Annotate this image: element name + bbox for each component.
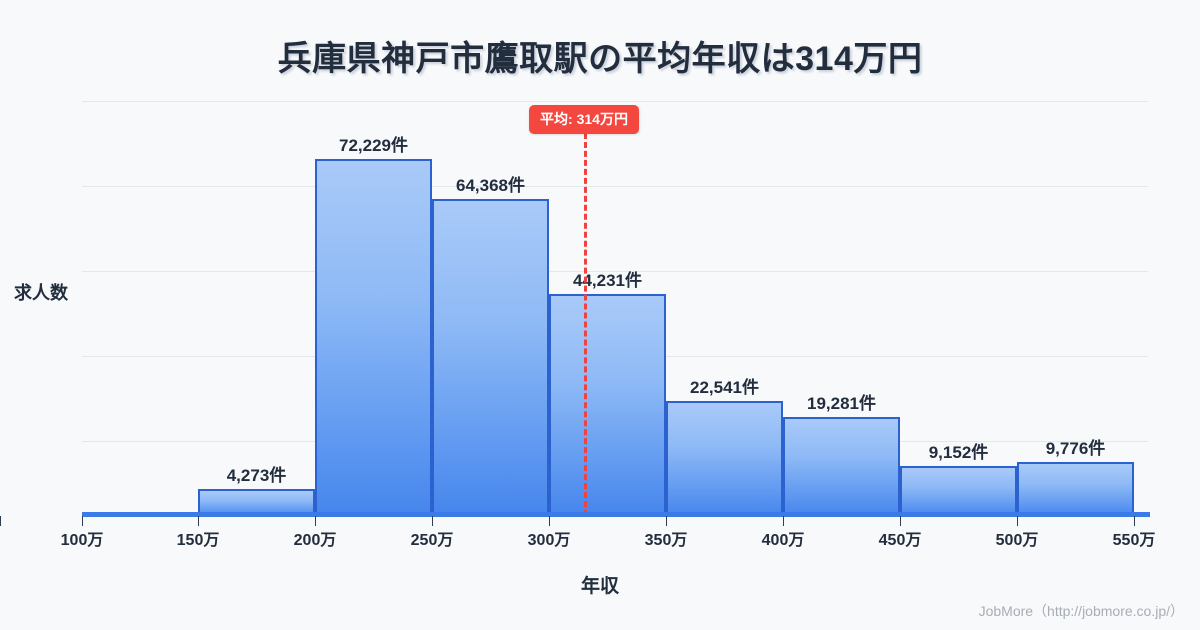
x-tick xyxy=(783,516,784,526)
x-tick xyxy=(432,516,433,526)
x-tick xyxy=(666,516,667,526)
bar-400man[interactable]: 19,281件 xyxy=(783,394,900,516)
page-title: 兵庫県神戸市鷹取駅の平均年収は314万円 xyxy=(277,40,923,78)
x-tick xyxy=(900,516,901,526)
x-tick xyxy=(549,516,550,526)
x-axis-label: 250万 xyxy=(410,532,454,549)
bar-value-label: 44,231件 xyxy=(573,271,642,290)
gridline xyxy=(82,186,1148,187)
x-axis-label: 100万 xyxy=(60,532,104,549)
bar-value-label: 22,541件 xyxy=(690,378,759,397)
x-axis-label: 550万 xyxy=(1112,532,1156,549)
bar-value-label: 19,281件 xyxy=(807,394,876,413)
x-axis-label: 400万 xyxy=(761,532,805,549)
x-axis-label: 150万 xyxy=(176,532,220,549)
x-axis-label: 350万 xyxy=(644,532,688,549)
bar-value-label: 9,776件 xyxy=(1045,439,1106,458)
x-tick xyxy=(1134,516,1135,526)
average-line xyxy=(584,124,587,516)
gridline xyxy=(82,271,1148,272)
bar-250man[interactable]: 64,368件 xyxy=(432,176,549,516)
x-tick xyxy=(0,516,1,526)
bar-350man[interactable]: 22,541件 xyxy=(666,378,783,516)
x-tick xyxy=(315,516,316,526)
bar-value-label: 9,152件 xyxy=(928,443,989,462)
bar-150man[interactable]: 4,273件 xyxy=(198,466,315,516)
bar-value-label: 64,368件 xyxy=(456,176,525,195)
x-axis-label: 450万 xyxy=(878,532,922,549)
x-axis-line xyxy=(82,512,1150,517)
gridline xyxy=(82,101,1148,102)
bar-300man[interactable]: 44,231件 xyxy=(549,271,666,516)
x-tick xyxy=(82,516,83,526)
footer-credit: JobMore（http://jobmore.co.jp/） xyxy=(978,603,1184,619)
bar-450man[interactable]: 9,152件 xyxy=(900,443,1017,516)
x-axis-label: 300万 xyxy=(527,532,571,549)
x-axis-label: 200万 xyxy=(293,532,337,549)
bar-200man[interactable]: 72,229件 xyxy=(315,136,432,516)
x-axis-label: 500万 xyxy=(995,532,1039,549)
x-axis-title: 年収 xyxy=(580,576,619,597)
y-axis-title: 求人数 xyxy=(14,283,68,303)
bar-500man[interactable]: 9,776件 xyxy=(1017,439,1134,516)
x-tick xyxy=(1017,516,1018,526)
bar-value-label: 72,229件 xyxy=(339,136,408,155)
average-badge[interactable]: 平均: 314万円 xyxy=(529,105,639,134)
bar-value-label: 4,273件 xyxy=(226,466,287,485)
x-tick xyxy=(198,516,199,526)
bars-layer: 4,273件 72,229件 64,368件 44,231件 22,541件 1… xyxy=(82,101,1148,516)
